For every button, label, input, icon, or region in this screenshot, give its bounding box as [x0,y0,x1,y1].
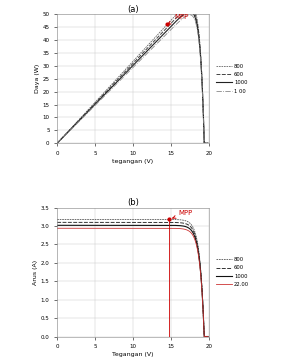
800 [82,217,86,222]
22.00 [206,334,210,339]
800 [202,334,206,339]
600 [169,21,172,26]
1 00 [55,141,59,145]
600 [82,113,86,117]
Text: MPP: MPP [173,210,193,218]
22.00 [202,334,206,339]
Y-axis label: Daya (W): Daya (W) [35,64,40,93]
1000 [55,141,59,145]
Line: 600: 600 [57,222,208,337]
22.00 [144,226,148,231]
22.00 [169,226,172,231]
1000 [169,223,172,227]
Legend: 800, 600, 1000, 22.00: 800, 600, 1000, 22.00 [214,256,251,289]
800 [169,217,172,222]
1000 [144,50,148,54]
600 [188,6,191,10]
22.00 [94,226,98,231]
600 [124,69,127,73]
Line: 1000: 1000 [57,225,208,337]
800 [55,141,59,145]
800 [156,217,160,222]
Line: 1 00: 1 00 [57,15,208,143]
1000 [82,223,86,227]
600 [156,35,160,39]
800 [188,2,191,6]
600 [144,47,148,52]
600 [55,220,59,224]
800 [156,32,160,37]
1000 [206,334,210,339]
600 [206,334,210,339]
1000 [156,38,160,42]
1000 [124,71,127,75]
600 [169,220,172,224]
800 [94,217,98,222]
1000 [124,223,127,227]
600 [55,141,59,145]
1 00 [206,141,210,145]
800 [169,18,172,23]
22.00 [82,226,86,231]
X-axis label: tegangan (V): tegangan (V) [112,159,154,164]
22.00 [55,226,59,231]
Title: (a): (a) [127,5,139,14]
1000 [202,334,206,339]
600 [156,220,160,224]
800 [144,217,148,222]
Line: 1000: 1000 [57,11,208,143]
1000 [188,9,191,13]
800 [144,45,148,49]
600 [124,220,127,224]
1000 [144,223,148,227]
1 00 [144,52,148,57]
600 [82,220,86,224]
1000 [82,113,86,118]
22.00 [156,226,160,231]
600 [94,100,98,105]
800 [206,334,210,339]
800 [94,99,98,103]
Line: 800: 800 [57,4,208,143]
800 [55,217,59,222]
Line: 22.00: 22.00 [57,228,208,337]
1 00 [82,114,86,118]
600 [144,220,148,224]
800 [124,217,127,222]
1 00 [169,28,172,32]
1000 [156,223,160,227]
22.00 [124,226,127,231]
600 [206,141,210,145]
1000 [94,223,98,227]
Legend: 800, 600, 1000, 1 00: 800, 600, 1000, 1 00 [214,62,249,95]
Line: 600: 600 [57,8,208,143]
800 [206,141,210,145]
1 00 [156,40,160,45]
1000 [169,24,172,29]
Text: MPP: MPP [168,14,189,24]
1 00 [124,73,127,77]
1000 [94,101,98,106]
1000 [206,141,210,145]
1 00 [94,102,98,107]
1 00 [188,13,191,17]
Title: (b): (b) [127,198,139,207]
600 [202,334,206,339]
1000 [55,223,59,227]
Line: 800: 800 [57,219,208,337]
X-axis label: Tegangan (V): Tegangan (V) [112,352,154,357]
800 [82,112,86,116]
800 [124,67,127,72]
Y-axis label: Arus (A): Arus (A) [33,260,38,285]
600 [94,220,98,224]
